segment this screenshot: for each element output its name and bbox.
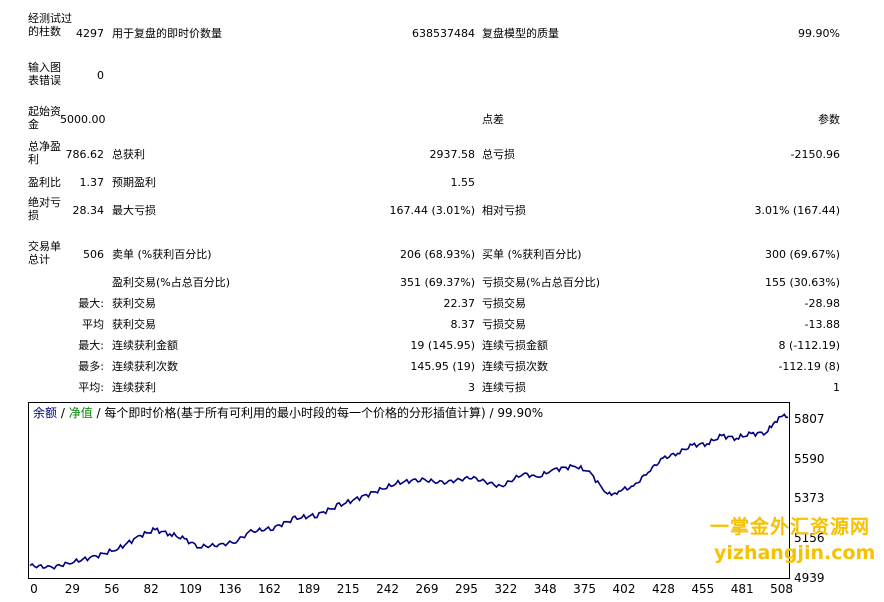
maximal-consecutive-wins-label: 连续获利次数 [112,360,178,373]
initial-deposit-value: 5000.00 [60,113,106,126]
x-tick-label: 375 [573,582,597,596]
largest-profit-label: 获利交易 [112,297,156,310]
x-tick-label: 215 [336,582,360,596]
average-loss-label: 亏损交易 [482,318,526,331]
watermark-title: 一掌金外汇资源网 [710,516,871,538]
x-tick-label: 109 [179,582,203,596]
maximal-consecutive-losses-value: -112.19 (8) [778,360,840,373]
chart-title: 余额 / 净值 / 每个即时价格(基于所有可利用的最小时段的每一个价格的分形插值… [33,406,543,420]
balance-chart: 余额 / 净值 / 每个即时价格(基于所有可利用的最小时段的每一个价格的分形插值… [28,402,790,579]
gross-loss-value: -2150.96 [790,148,840,161]
initial-deposit-label: 起始资金 [28,105,61,131]
parameters-label: 参数 [818,113,840,126]
long-positions-label: 买单 (%获利百分比) [482,248,582,261]
x-tick-label: 428 [651,582,675,596]
average-consecutive-losses-value: 1 [833,381,840,394]
max-consecutive-wins-label: 连续获利金额 [112,339,178,352]
ticks-modelled-value: 638537484 [412,27,475,40]
largest-loss-value: -28.98 [804,297,840,310]
x-tick-label: 508 [770,582,794,596]
x-tick-label: 269 [415,582,439,596]
chart-title-equity: 净值 [68,406,93,420]
largest-loss-label: 亏损交易 [482,297,526,310]
x-tick-label: 56 [104,582,120,596]
bars-tested-value: 4297 [76,27,104,40]
max-consecutive-prefix: 最大: [78,339,104,352]
average-consecutive-prefix: 平均: [78,381,104,394]
expected-payoff-label: 预期盈利 [112,176,156,189]
average-prefix: 平均 [82,318,104,331]
average-consecutive-losses-label: 连续亏损 [482,381,526,394]
loss-trades-value: 155 (30.63%) [764,276,840,289]
x-tick-label: 29 [64,582,81,596]
spread-label: 点差 [482,113,504,126]
short-positions-label: 卖单 (%获利百分比) [112,248,212,261]
average-loss-value: -13.88 [804,318,840,331]
chart-title-description: / 每个即时价格(基于所有可利用的最小时段的每一个价格的分形插值计算) / 99… [92,406,544,420]
maximal-consecutive-prefix: 最多: [78,360,104,373]
average-consecutive-wins-label: 连续获利 [112,381,156,394]
x-tick-label: 0 [30,582,38,596]
absolute-drawdown-value: 28.34 [72,204,105,217]
bars-tested-label: 经测试过的柱数 [28,12,72,38]
y-tick-label: 5590 [794,452,825,466]
balance-chart-svg [29,413,789,570]
x-tick-label: 322 [494,582,518,596]
x-tick-label: 402 [612,582,636,596]
x-tick-label: 189 [297,582,321,596]
profit-trades-label: 盈利交易(%占总百分比) [112,276,231,289]
ticks-modelled-label: 用于复盘的即时价数量 [112,27,222,40]
max-consecutive-losses-value: 8 (-112.19) [778,339,840,352]
total-trades-value: 506 [83,248,104,261]
largest-prefix: 最大: [78,297,104,310]
absolute-drawdown-label: 绝对亏损 [28,196,61,222]
max-consecutive-wins-value: 19 (145.95) [410,339,475,352]
x-tick-label: 295 [454,582,478,596]
largest-profit-value: 22.37 [443,297,476,310]
modelling-quality-value: 99.90% [798,27,840,40]
total-net-profit-label: 总净盈利 [28,140,61,166]
modelling-quality-label: 复盘模型的质量 [482,27,559,40]
y-tick-label: 5373 [794,491,825,505]
chart-title-balance: 余额 [33,406,58,420]
mismatched-errors-label: 输入图表错误 [28,61,61,87]
y-tick-label: 5807 [794,412,825,426]
chart-title-separator: / [57,406,69,420]
loss-trades-label: 亏损交易(%占总百分比) [482,276,601,289]
balance-series-line [29,413,789,570]
y-tick-label: 5156 [794,531,825,545]
profit-factor-label: 盈利比 [28,176,61,189]
average-profit-label: 获利交易 [112,318,156,331]
x-tick-label: 348 [533,582,557,596]
expected-payoff-value: 1.55 [450,176,476,189]
y-tick-label: 4939 [794,571,825,585]
x-tick-label: 136 [218,582,242,596]
maximal-consecutive-losses-label: 连续亏损次数 [482,360,548,373]
average-consecutive-wins-value: 3 [468,381,475,394]
total-trades-label: 交易单总计 [28,240,61,266]
maximal-drawdown-value: 167.44 (3.01%) [389,204,475,217]
maximal-drawdown-label: 最大亏损 [112,204,156,217]
gross-profit-label: 总获利 [112,148,145,161]
x-tick-label: 481 [730,582,754,596]
x-tick-label: 82 [143,582,159,596]
max-consecutive-losses-label: 连续亏损金额 [482,339,548,352]
maximal-consecutive-wins-value: 145.95 (19) [410,360,475,373]
average-profit-value: 8.37 [450,318,476,331]
gross-profit-value: 2937.58 [429,148,476,161]
relative-drawdown-value: 3.01% (167.44) [754,204,840,217]
profit-factor-value: 1.37 [79,176,105,189]
long-positions-value: 300 (69.67%) [764,248,840,261]
x-tick-label: 455 [691,582,715,596]
watermark-url: yizhangjin.com [714,542,876,564]
x-tick-label: 162 [257,582,281,596]
profit-trades-value: 351 (69.37%) [399,276,475,289]
short-positions-value: 206 (68.93%) [399,248,475,261]
x-tick-label: 242 [376,582,400,596]
relative-drawdown-label: 相对亏损 [482,204,526,217]
mismatched-errors-value: 0 [97,69,104,82]
total-net-profit-value: 786.62 [65,148,105,161]
gross-loss-label: 总亏损 [482,148,515,161]
